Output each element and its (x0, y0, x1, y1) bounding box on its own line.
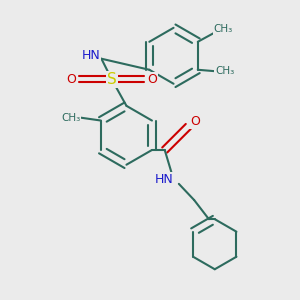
Text: CH₃: CH₃ (214, 24, 233, 34)
Text: O: O (66, 73, 76, 86)
Text: HN: HN (82, 49, 100, 62)
Text: O: O (147, 73, 157, 86)
Text: CH₃: CH₃ (215, 66, 235, 76)
Text: HN: HN (155, 173, 173, 186)
Text: O: O (190, 115, 200, 128)
Text: CH₃: CH₃ (61, 112, 80, 123)
Text: S: S (107, 72, 117, 87)
